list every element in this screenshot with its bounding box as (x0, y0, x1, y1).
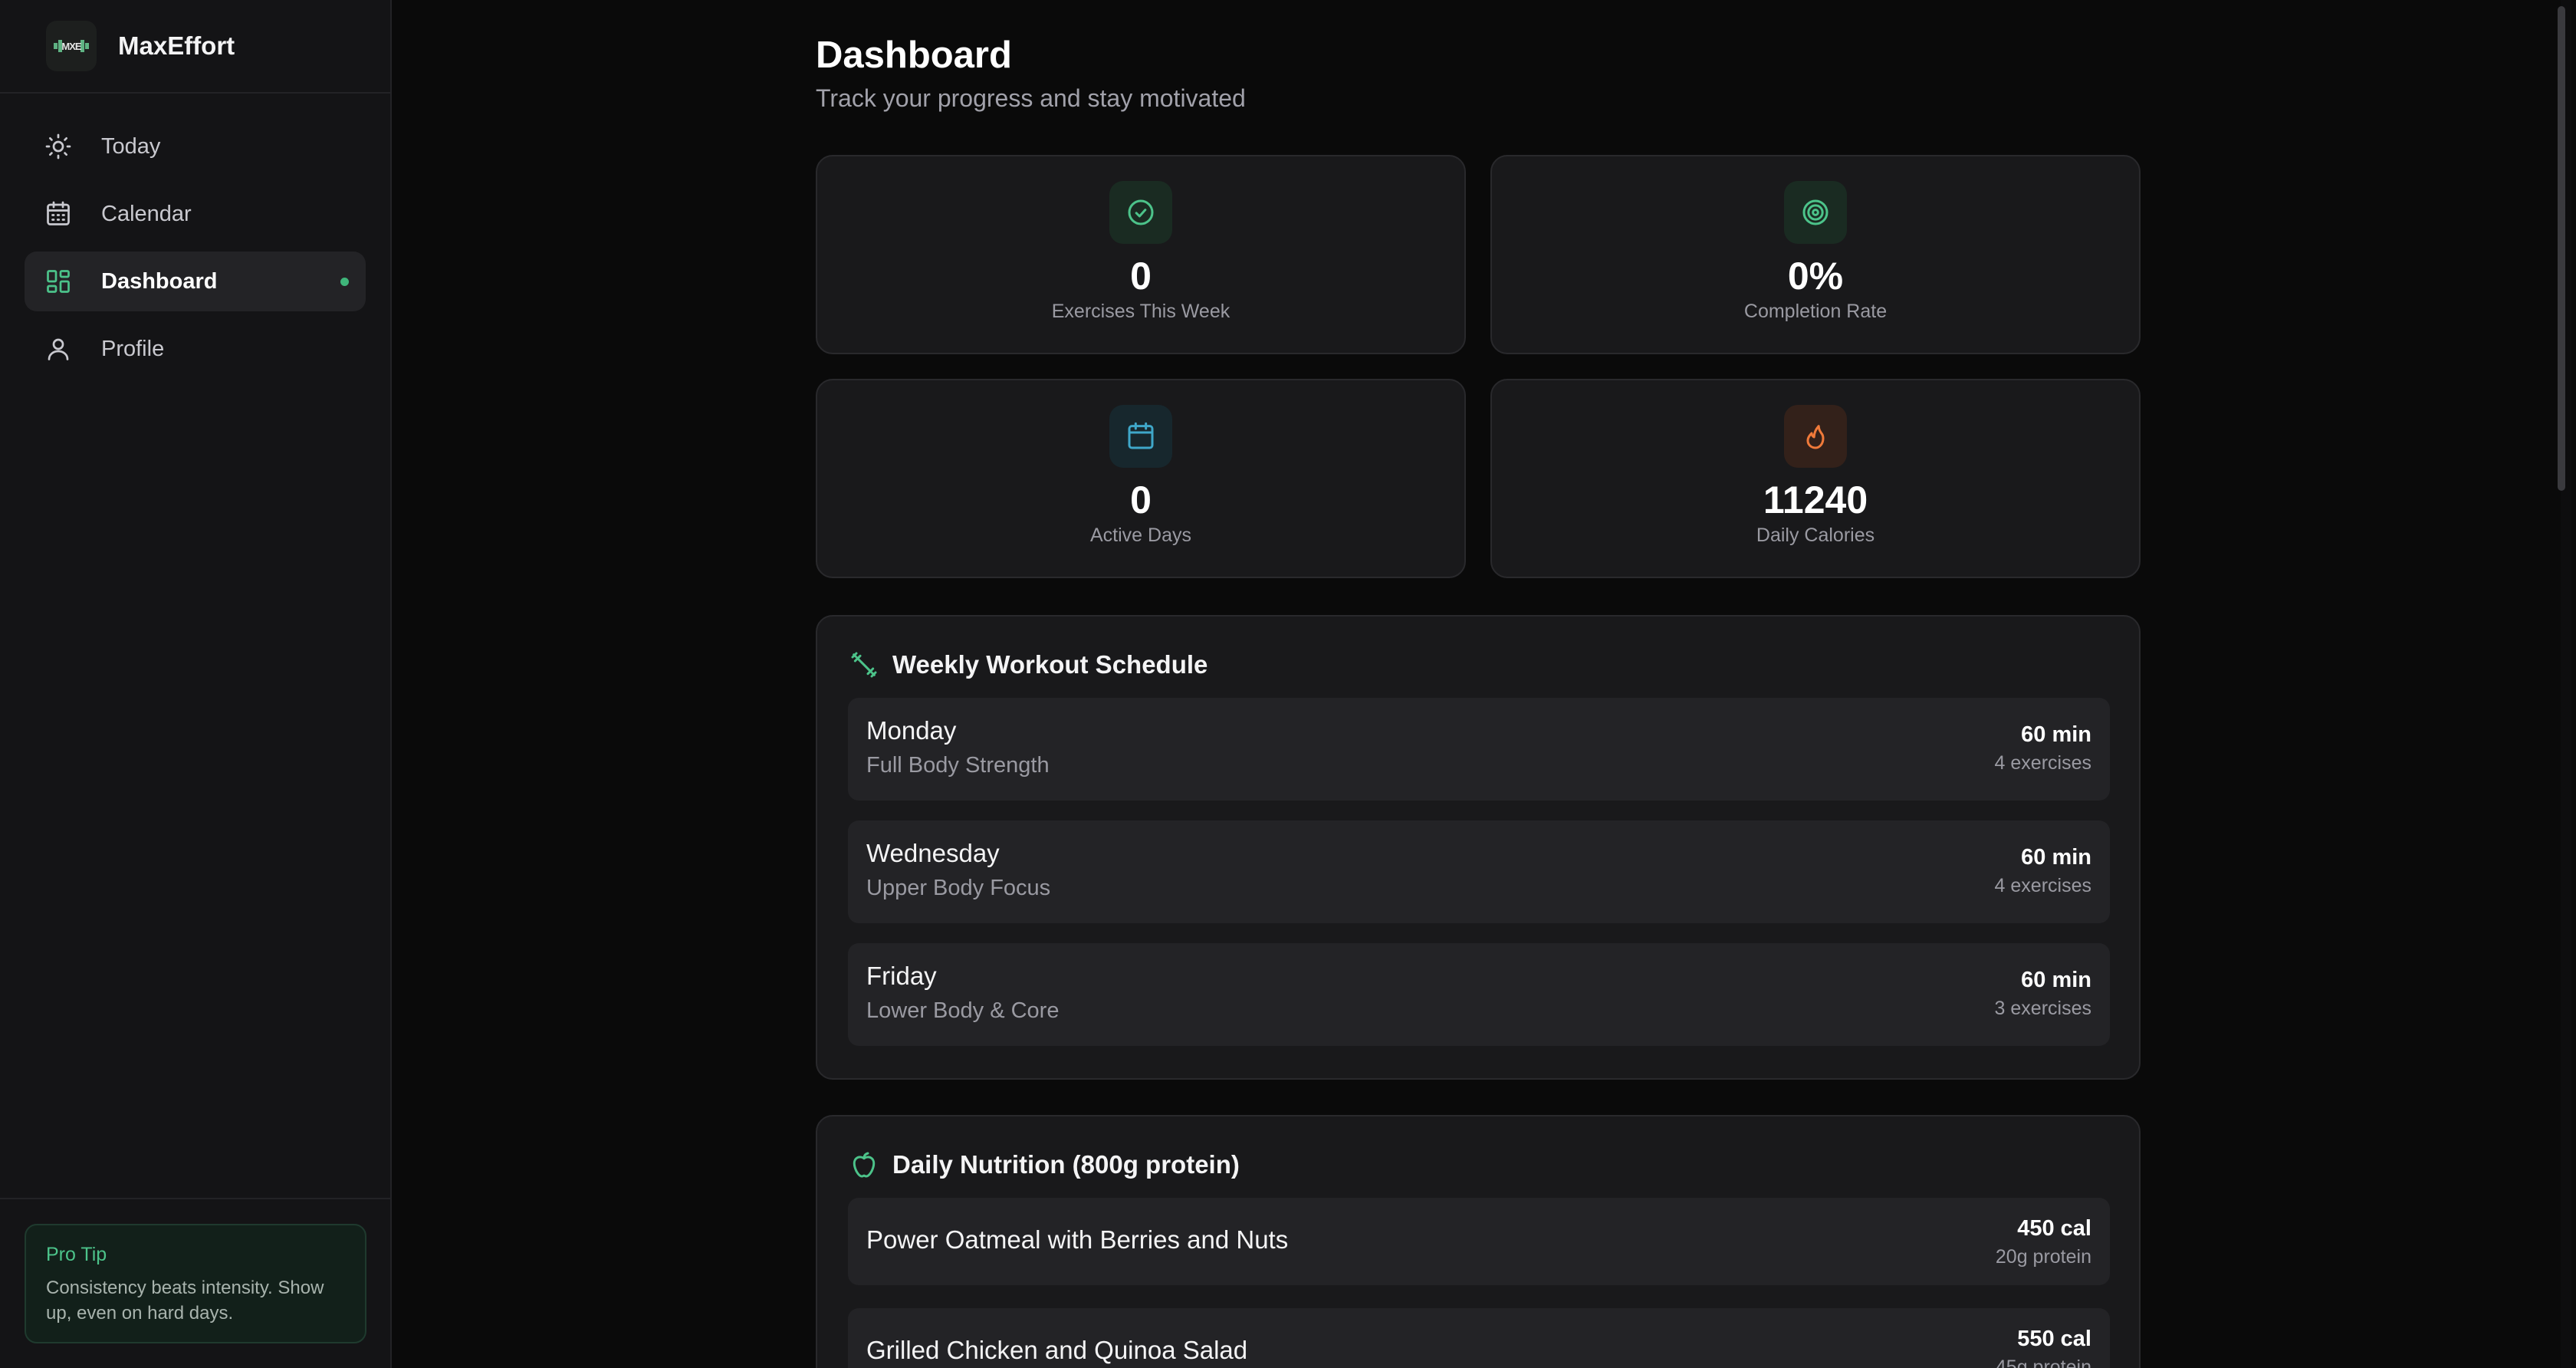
sidebar-divider (0, 1198, 392, 1199)
workout-day: Wednesday (866, 839, 1000, 867)
meal-calories: 450 cal (2017, 1216, 2091, 1241)
stat-label: Active Days (1090, 525, 1191, 546)
stat-value: 0% (1787, 255, 1844, 298)
daily-nutrition-section: Daily Nutrition (800g protein) Power Oat… (816, 1115, 2141, 1368)
scrollbar-thumb[interactable] (2558, 6, 2565, 491)
meal-protein: 45g protein (1995, 1356, 2091, 1368)
calendar-icon (43, 199, 74, 229)
workout-focus: Full Body Strength (866, 753, 1050, 778)
stat-label: Exercises This Week (1051, 301, 1230, 322)
sidebar-nav: Today Calendar Dashboard (0, 94, 390, 379)
section-header: Daily Nutrition (800g protein) (848, 1149, 1240, 1181)
pro-tip-title: Pro Tip (46, 1244, 107, 1265)
workout-focus: Upper Body Focus (866, 876, 1051, 900)
dumbbell-icon (848, 649, 880, 681)
sun-icon (43, 131, 74, 162)
section-title: Daily Nutrition (800g protein) (892, 1150, 1240, 1179)
workout-exercise-count: 4 exercises (1994, 752, 2091, 774)
section-header: Weekly Workout Schedule (848, 649, 1208, 681)
schedule-row-friday[interactable]: Friday Lower Body & Core 60 min 3 exerci… (848, 943, 2110, 1046)
check-circle-icon (1109, 181, 1172, 244)
sidebar-item-dashboard[interactable]: Dashboard (25, 252, 366, 311)
stat-card-completion: 0% Completion Rate (1490, 155, 2141, 354)
workout-exercise-count: 3 exercises (1994, 998, 2091, 1019)
brand[interactable]: MXE MaxEffort (0, 0, 390, 94)
active-indicator-dot (340, 278, 349, 286)
grid-icon (43, 266, 74, 297)
dumbbell-logo-icon: MXE (54, 40, 89, 52)
sidebar-item-label: Calendar (101, 201, 192, 226)
stat-card-calories: 11240 Daily Calories (1490, 379, 2141, 578)
meal-protein: 20g protein (1995, 1246, 2091, 1268)
apple-icon (848, 1149, 880, 1181)
stat-value: 0 (1130, 478, 1152, 521)
schedule-row-monday[interactable]: Monday Full Body Strength 60 min 4 exerc… (848, 698, 2110, 801)
sidebar-item-label: Profile (101, 336, 165, 361)
stat-label: Completion Rate (1743, 301, 1888, 322)
sidebar: MXE MaxEffort Today Calendar (0, 0, 392, 1368)
sidebar-item-label: Dashboard (101, 268, 218, 294)
schedule-row-wednesday[interactable]: Wednesday Upper Body Focus 60 min 4 exer… (848, 820, 2110, 923)
sidebar-item-today[interactable]: Today (25, 117, 366, 176)
stat-card-active-days: 0 Active Days (816, 379, 1466, 578)
svg-text:MXE: MXE (61, 41, 82, 52)
page-title: Dashboard (816, 35, 1012, 76)
stat-label: Daily Calories (1756, 525, 1875, 546)
meal-row[interactable]: Grilled Chicken and Quinoa Salad 550 cal… (848, 1308, 2110, 1368)
pro-tip-text: Consistency beats intensity. Show up, ev… (46, 1278, 324, 1324)
stat-card-exercises: 0 Exercises This Week (816, 155, 1466, 354)
pro-tip-card: Pro Tip Consistency beats intensity. Sho… (25, 1224, 366, 1343)
workout-exercise-count: 4 exercises (1994, 875, 2091, 896)
section-title: Weekly Workout Schedule (892, 650, 1208, 679)
meal-calories: 550 cal (2017, 1327, 2091, 1351)
sidebar-item-profile[interactable]: Profile (25, 319, 366, 379)
weekly-schedule-section: Weekly Workout Schedule Monday Full Body… (816, 615, 2141, 1080)
workout-duration: 60 min (2021, 722, 2091, 747)
app-name: MaxEffort (118, 31, 235, 60)
workout-duration: 60 min (2021, 845, 2091, 870)
flame-icon (1784, 405, 1847, 468)
stat-value: 0 (1130, 255, 1152, 298)
sidebar-item-calendar[interactable]: Calendar (25, 184, 366, 244)
target-icon (1784, 181, 1847, 244)
stat-value: 11240 (1763, 478, 1868, 521)
meal-name: Grilled Chicken and Quinoa Salad (866, 1336, 1248, 1364)
workout-day: Friday (866, 962, 937, 990)
workout-day: Monday (866, 716, 957, 745)
sidebar-item-label: Today (101, 133, 161, 159)
meal-name: Power Oatmeal with Berries and Nuts (866, 1225, 1289, 1254)
meal-row[interactable]: Power Oatmeal with Berries and Nuts 450 … (848, 1198, 2110, 1285)
page-subtitle: Track your progress and stay motivated (816, 84, 1246, 112)
user-icon (43, 334, 74, 364)
workout-focus: Lower Body & Core (866, 998, 1060, 1023)
page-scrollbar[interactable] (2558, 0, 2571, 1368)
app-logo: MXE (46, 21, 97, 71)
calendar-icon (1109, 405, 1172, 468)
workout-duration: 60 min (2021, 968, 2091, 992)
